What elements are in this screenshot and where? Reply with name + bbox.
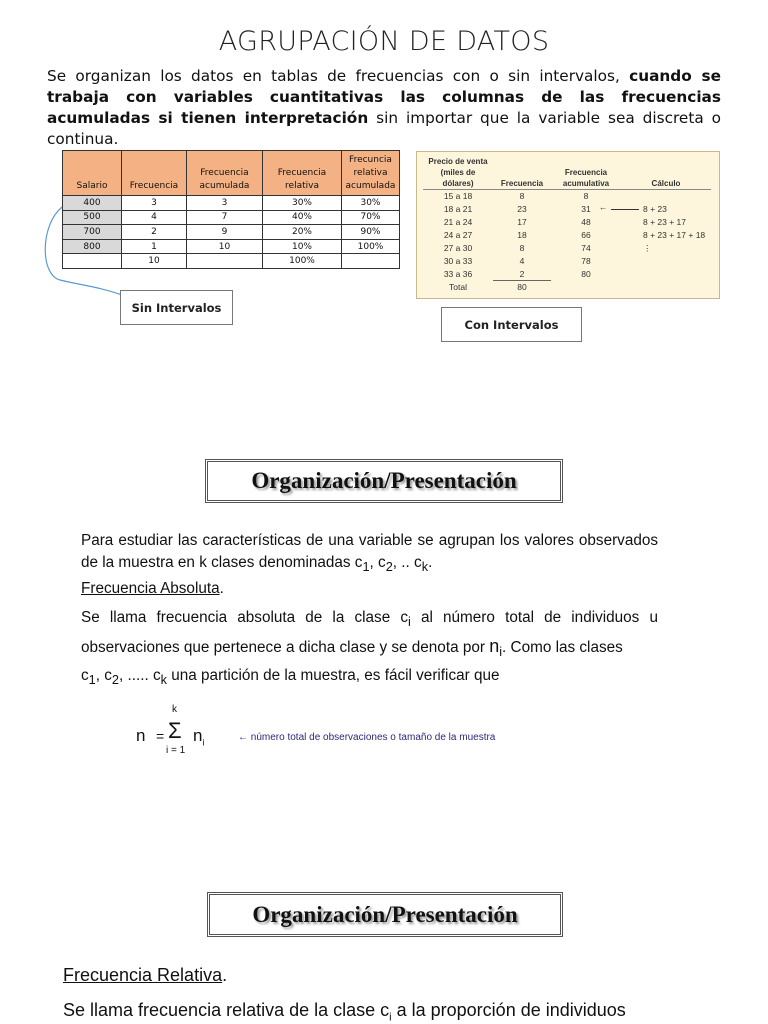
table-cell: 15 a 18 bbox=[443, 191, 473, 202]
table-cell: 3 bbox=[186, 195, 263, 211]
table-cell: 18 bbox=[517, 230, 527, 240]
table-cell: 100% bbox=[262, 253, 342, 269]
header-cell: Frecuencia acumulativa bbox=[551, 156, 621, 190]
table-cell: 31 bbox=[581, 204, 591, 214]
header-cell: Frecuencia relativa bbox=[262, 150, 342, 196]
table-cell bbox=[621, 255, 711, 268]
table-cell bbox=[621, 268, 711, 281]
table-cell bbox=[186, 253, 263, 269]
calc-text: 8 + 23 + 17 bbox=[643, 217, 687, 227]
table-cell: 700 bbox=[62, 224, 122, 240]
table-cell: 10 bbox=[121, 253, 187, 269]
table-cell: 9 bbox=[186, 224, 263, 240]
paragraph-clases: Para estudiar las características de una… bbox=[81, 532, 658, 575]
header-cell: Salario bbox=[62, 150, 122, 196]
table-cell: 24 a 27 bbox=[443, 230, 473, 240]
table-cell: 30% bbox=[262, 195, 342, 211]
header-cell: Frecuencia bbox=[493, 156, 551, 190]
arrow-left-icon: ← bbox=[599, 201, 607, 212]
term-frecuencia-absoluta: Frecuencia Absoluta. bbox=[81, 580, 224, 597]
table-row: 700 2 9 20% 90% bbox=[62, 224, 400, 240]
table-cell: ⋮ bbox=[621, 242, 711, 255]
table-row: 27 a 30 8 74 ⋮ bbox=[423, 242, 711, 255]
calc-text: 8 + 23 + 17 + 18 bbox=[643, 230, 706, 240]
table-cell: 90% bbox=[341, 224, 400, 240]
table-cell: 8 bbox=[519, 243, 525, 253]
header-cell: Frecuncia relativa acumulada bbox=[341, 150, 400, 196]
table-cell: 10 bbox=[186, 238, 263, 255]
table-cell: 800 bbox=[62, 238, 122, 255]
table-cell: 2 bbox=[519, 268, 525, 279]
calc-text: 8 + 23 bbox=[643, 204, 667, 214]
table-cell: 8 + 23 + 17 + 18 bbox=[621, 229, 711, 242]
table-cell: 30 a 33 bbox=[443, 256, 473, 266]
table-cell: 80 bbox=[581, 269, 591, 279]
table-header-row: Precio de venta (miles de dólares) Frecu… bbox=[423, 156, 711, 190]
formula-note: ← número total de observaciones o tamaño… bbox=[238, 732, 496, 743]
table-row: 18 a 21 23 31 ← 8 + 23 bbox=[423, 202, 711, 216]
table-cell bbox=[341, 253, 400, 269]
table-cell: 17 bbox=[517, 217, 527, 227]
table-cell: 8 bbox=[519, 191, 525, 202]
table-sin-intervalos: Salario Frecuencia Frecuencia acumulada … bbox=[62, 150, 400, 269]
table-cell: 10% bbox=[262, 238, 342, 255]
table-cell: 18 a 21 bbox=[443, 204, 473, 214]
section-heading-1: Organización/Presentación bbox=[205, 459, 563, 503]
table-cell: 4 bbox=[121, 209, 187, 226]
table-cell: 74 bbox=[581, 243, 591, 253]
term-frecuencia-relativa: Frecuencia Relativa. bbox=[63, 965, 228, 985]
table-row: 500 4 7 40% 70% bbox=[62, 209, 400, 226]
table-cell: 30% bbox=[341, 195, 400, 211]
formula-sum: k n = Σ i = 1 ni ← número total de obser… bbox=[136, 704, 496, 756]
table-cell: 48 bbox=[581, 217, 591, 227]
header-cell: Precio de venta (miles de dólares) bbox=[423, 156, 493, 190]
table-cell: 27 a 30 bbox=[443, 243, 473, 253]
page-title: AGRUPACIÓN DE DATOS bbox=[218, 26, 550, 57]
header-cell: Frecuencia acumulada bbox=[186, 150, 263, 196]
table-cell: 33 a 36 bbox=[443, 269, 473, 279]
table-cell bbox=[621, 190, 711, 203]
total-row: Total 80 bbox=[423, 280, 711, 294]
table-cell: 2 bbox=[121, 224, 187, 240]
table-cell: 8 + 23 + 17 bbox=[621, 216, 711, 229]
header-cell: Frecuencia bbox=[121, 150, 187, 196]
table-row: 800 1 10 10% 100% bbox=[62, 238, 400, 255]
table-cell: 3 bbox=[121, 195, 187, 211]
table-row: 24 a 27 18 66 8 + 23 + 17 + 18 bbox=[423, 229, 711, 242]
table-row: 15 a 18 8 8 bbox=[423, 190, 711, 203]
table-cell: 21 a 24 bbox=[443, 217, 473, 227]
total-label: Total bbox=[449, 282, 467, 292]
table-cell: 66 bbox=[581, 230, 591, 240]
table-con-intervalos: Precio de venta (miles de dólares) Frecu… bbox=[416, 151, 720, 299]
table-cell: 100% bbox=[341, 238, 400, 255]
table-row: 33 a 36 2 80 bbox=[423, 268, 711, 281]
table-row: 30 a 33 4 78 bbox=[423, 255, 711, 268]
table-cell: 20% bbox=[262, 224, 342, 240]
connector-curve bbox=[44, 206, 123, 296]
table-cell: 70% bbox=[341, 209, 400, 226]
table-cell: 1 bbox=[121, 238, 187, 255]
table-cell: ← 8 + 23 bbox=[599, 202, 711, 216]
table-header-row: Salario Frecuencia Frecuencia acumulada … bbox=[62, 150, 400, 196]
calc-text: ⋮ bbox=[643, 242, 652, 253]
intro-text-end: sin importar que la variable sea discret… bbox=[47, 109, 721, 148]
intro-bold-text: cuando se trabaja con variables cuantita… bbox=[47, 67, 721, 127]
intro-text: Se organizan los datos en tablas de frec… bbox=[47, 67, 630, 85]
table-row: 10 100% bbox=[62, 253, 400, 269]
section-heading-2: Organización/Presentación bbox=[207, 892, 563, 937]
table-row: 21 a 24 17 48 8 + 23 + 17 bbox=[423, 216, 711, 229]
header-cell: Cálculo bbox=[621, 156, 711, 190]
total-value: 80 bbox=[493, 280, 551, 294]
intro-paragraph: Se organizan los datos en tablas de frec… bbox=[47, 66, 721, 150]
table-cell: 8 bbox=[583, 191, 589, 202]
table-cell: 4 bbox=[519, 256, 525, 266]
table-cell: 78 bbox=[581, 256, 591, 266]
label-con-intervalos: Con Intervalos bbox=[441, 307, 582, 342]
paragraph-frecuencia-relativa: Se llama frecuencia relativa de la clase… bbox=[63, 1000, 626, 1024]
table-cell: 7 bbox=[186, 209, 263, 226]
table-cell: 40% bbox=[262, 209, 342, 226]
label-sin-intervalos: Sin Intervalos bbox=[120, 290, 233, 325]
table-cell: 23 bbox=[517, 204, 527, 214]
paragraph-frecuencia-absoluta: Se llama frecuencia absoluta de la clase… bbox=[81, 609, 658, 688]
